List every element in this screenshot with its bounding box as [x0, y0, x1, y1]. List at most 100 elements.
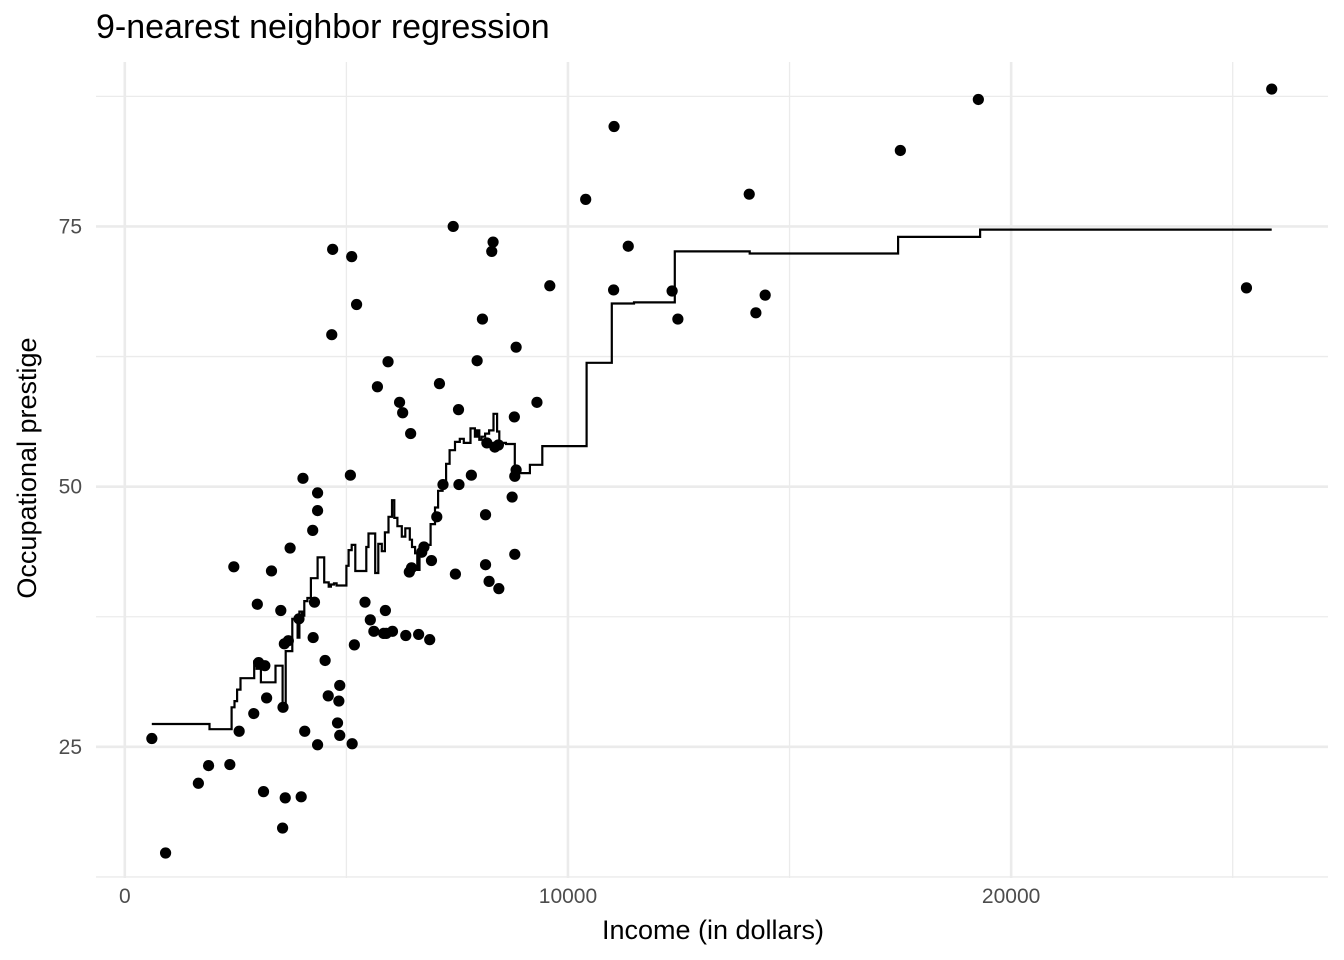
x-axis-title: Income (in dollars)	[602, 915, 824, 945]
data-point	[276, 822, 289, 834]
data-point	[282, 635, 294, 647]
data-point	[424, 634, 436, 646]
data-point	[476, 313, 489, 325]
data-point	[248, 707, 260, 720]
data-point	[510, 341, 522, 353]
data-point	[449, 568, 462, 580]
data-point	[346, 251, 358, 263]
y-axis-title: Occupational prestige	[12, 337, 42, 598]
data-point	[672, 313, 684, 325]
data-point	[580, 193, 592, 205]
data-point	[418, 541, 430, 553]
data-point	[224, 758, 236, 771]
data-point	[228, 561, 240, 573]
data-point	[202, 759, 215, 772]
data-point	[479, 509, 492, 521]
x-tick-label: 0	[119, 885, 131, 908]
data-point	[1240, 282, 1253, 294]
data-point	[608, 120, 620, 133]
data-point	[509, 548, 521, 560]
x-tick-label: 20000	[982, 885, 1040, 908]
data-point	[371, 381, 384, 393]
data-point	[159, 847, 172, 859]
data-point	[433, 378, 446, 390]
data-point	[622, 240, 634, 252]
data-point	[666, 285, 678, 297]
data-point	[364, 614, 376, 626]
data-point	[508, 411, 520, 423]
x-tick-label: 10000	[539, 885, 597, 908]
data-point	[326, 329, 338, 341]
data-point	[379, 604, 391, 617]
data-point	[386, 625, 399, 637]
data-point	[393, 396, 406, 408]
data-point	[265, 565, 278, 577]
data-point	[192, 777, 204, 789]
data-point	[261, 692, 273, 704]
data-point	[483, 575, 495, 587]
data-point	[279, 792, 291, 804]
data-point	[308, 596, 321, 608]
data-point	[894, 144, 906, 157]
data-point	[382, 356, 394, 368]
data-point	[311, 487, 324, 499]
data-point	[311, 504, 324, 517]
data-point	[322, 690, 334, 702]
data-point	[319, 654, 331, 667]
data-point	[275, 604, 287, 617]
data-point	[233, 725, 245, 737]
data-point	[344, 469, 356, 481]
data-point	[750, 307, 762, 319]
data-points	[146, 83, 1278, 859]
data-point	[348, 639, 360, 651]
y-tick-label: 25	[59, 736, 82, 759]
knn-fit-line	[151, 228, 1272, 731]
y-tick-label: 50	[59, 476, 82, 499]
data-point	[405, 562, 418, 574]
data-point	[479, 559, 492, 571]
data-point	[307, 524, 319, 536]
data-point	[359, 596, 371, 608]
data-point	[259, 660, 271, 672]
data-point	[331, 717, 344, 729]
data-point	[608, 284, 620, 296]
data-point	[397, 407, 409, 419]
fit-line-path	[151, 228, 1272, 731]
data-point	[447, 220, 459, 233]
data-point	[743, 188, 755, 200]
data-point	[146, 732, 158, 745]
data-point	[452, 404, 465, 416]
data-point	[759, 289, 771, 301]
data-point	[431, 511, 443, 523]
data-point	[405, 427, 417, 440]
chart-title: 9-nearest neighbor regression	[96, 8, 550, 46]
data-point	[297, 472, 309, 484]
data-point	[400, 629, 412, 642]
data-point	[334, 679, 346, 692]
data-point	[350, 298, 363, 311]
data-point	[333, 695, 345, 707]
data-point	[487, 236, 499, 248]
x-axis-ticks: 0 10000 20000	[119, 885, 1040, 908]
data-point	[284, 542, 296, 554]
y-tick-label: 75	[59, 215, 82, 238]
minor-gridlines	[96, 62, 1328, 878]
data-point	[531, 396, 543, 408]
data-point	[307, 631, 319, 644]
data-point	[299, 725, 311, 737]
data-point	[425, 554, 438, 567]
data-point	[251, 598, 263, 610]
data-point	[506, 491, 518, 503]
y-axis-ticks: 25 50 75	[59, 215, 82, 758]
data-point	[465, 469, 477, 481]
data-point	[327, 243, 339, 255]
data-point	[493, 583, 505, 595]
data-point	[346, 738, 358, 750]
data-point	[544, 280, 556, 292]
data-point	[453, 478, 465, 491]
data-point	[1266, 83, 1278, 95]
major-gridlines	[96, 62, 1328, 878]
data-point	[972, 93, 984, 106]
data-point	[334, 729, 346, 742]
